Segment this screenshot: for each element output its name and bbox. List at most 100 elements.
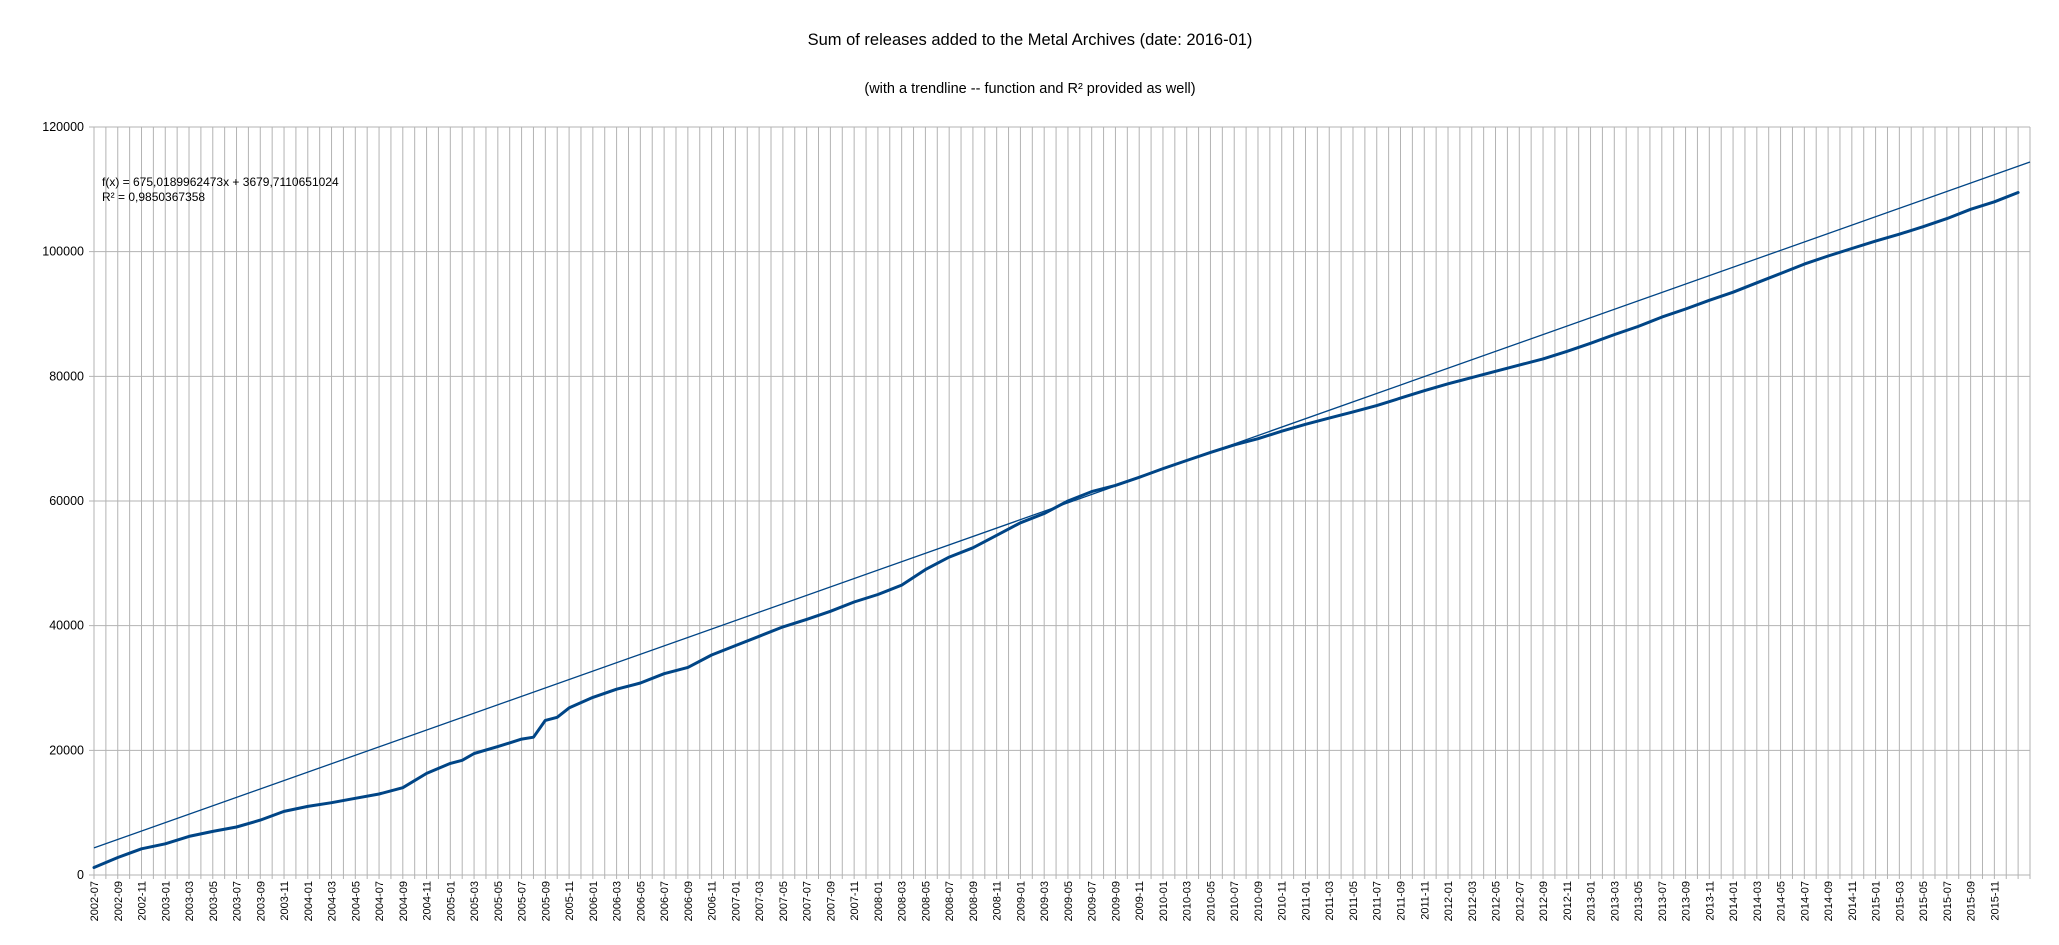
x-tick-label: 2015-11 <box>1989 881 2001 921</box>
x-tick-label: 2005-09 <box>540 881 552 921</box>
series-line <box>92 191 2020 869</box>
y-tick-label: 40000 <box>49 619 84 633</box>
x-tick-label: 2010-01 <box>1158 881 1170 921</box>
x-tick-label: 2003-05 <box>208 881 220 921</box>
x-tick-label: 2007-05 <box>778 881 790 921</box>
x-tick-label: 2015-01 <box>1871 881 1883 921</box>
x-tick-label: 2005-07 <box>517 881 529 921</box>
y-tick-label: 120000 <box>42 120 84 134</box>
x-tick-label: 2012-09 <box>1538 881 1550 921</box>
y-tick-label: 100000 <box>42 245 84 259</box>
x-tick-label: 2004-11 <box>422 881 434 921</box>
x-tick-label: 2004-01 <box>303 881 315 921</box>
x-tick-label: 2010-09 <box>1253 881 1265 921</box>
x-tick-label: 2011-11 <box>1419 881 1431 920</box>
chart-title: Sum of releases added to the Metal Archi… <box>808 31 1253 49</box>
x-tick-label: 2006-09 <box>683 881 695 921</box>
y-tick-label: 0 <box>77 868 84 882</box>
trendline-equation: f(x) = 675,0189962473x + 3679,7110651024 <box>102 175 339 189</box>
x-tick-label: 2013-01 <box>1586 881 1598 921</box>
x-axis: 2002-07 2002-09 2002-11 2003-01 2003-03 2003-… <box>89 881 2001 921</box>
x-tick-label: 2014-05 <box>1776 881 1788 921</box>
x-tick-label: 2011-05 <box>1348 881 1360 921</box>
x-tick-label: 2012-07 <box>1514 881 1526 921</box>
x-tick-label: 2015-07 <box>1942 881 1954 921</box>
x-tick-label: 2013-03 <box>1609 881 1621 921</box>
y-tick-label: 20000 <box>49 743 84 757</box>
x-tick-label: 2015-03 <box>1894 881 1906 921</box>
x-tick-label: 2014-03 <box>1752 881 1764 921</box>
x-tick-label: 2009-07 <box>1087 881 1099 921</box>
x-tick-label: 2012-05 <box>1491 881 1503 921</box>
x-tick-label: 2010-07 <box>1229 881 1241 921</box>
x-tick-label: 2008-07 <box>944 881 956 921</box>
x-tick-label: 2007-09 <box>825 881 837 921</box>
x-tick-label: 2009-03 <box>1039 881 1051 921</box>
x-tick-label: 2003-03 <box>184 881 196 921</box>
x-tick-label: 2004-07 <box>374 881 386 921</box>
gridlines <box>89 126 2031 879</box>
x-tick-label: 2009-01 <box>1015 881 1027 921</box>
x-tick-label: 2011-07 <box>1372 881 1384 921</box>
x-tick-label: 2010-11 <box>1277 881 1289 921</box>
x-tick-label: 2009-05 <box>1063 881 1075 921</box>
x-tick-label: 2008-01 <box>873 881 885 921</box>
x-tick-label: 2003-07 <box>232 881 244 921</box>
x-tick-label: 2013-11 <box>1704 881 1716 921</box>
x-tick-label: 2014-01 <box>1728 881 1740 921</box>
x-tick-label: 2007-11 <box>849 881 861 921</box>
x-tick-label: 2014-11 <box>1847 881 1859 921</box>
x-tick-label: 2013-05 <box>1633 881 1645 921</box>
x-tick-label: 2009-09 <box>1110 881 1122 921</box>
x-tick-label: 2003-01 <box>160 881 172 921</box>
x-tick-label: 2015-05 <box>1918 881 1930 921</box>
x-tick-label: 2002-11 <box>137 881 149 921</box>
x-tick-label: 2004-09 <box>398 881 410 921</box>
x-tick-label: 2011-03 <box>1324 881 1336 921</box>
trendline <box>93 161 2031 849</box>
x-tick-label: 2009-11 <box>1134 881 1146 921</box>
x-tick-label: 2014-09 <box>1823 881 1835 921</box>
x-tick-label: 2007-03 <box>754 881 766 921</box>
x-tick-label: 2012-11 <box>1562 881 1574 921</box>
y-axis: 0 20000 40000 60000 80000 100000 120000 <box>42 120 84 882</box>
x-tick-label: 2010-05 <box>1205 881 1217 921</box>
x-tick-label: 2011-01 <box>1300 881 1312 921</box>
x-tick-label: 2006-07 <box>659 881 671 921</box>
x-tick-label: 2014-07 <box>1799 881 1811 921</box>
series-layer <box>92 191 2020 869</box>
chart-subtitle: (with a trendline -- function and R² pro… <box>864 81 1195 97</box>
x-tick-label: 2006-01 <box>588 881 600 921</box>
x-tick-label: 2015-09 <box>1966 881 1978 921</box>
x-tick-label: 2002-07 <box>89 881 101 921</box>
x-tick-label: 2003-11 <box>279 881 291 921</box>
trendline-layer <box>93 161 2031 849</box>
x-tick-label: 2007-01 <box>730 881 742 921</box>
x-tick-label: 2008-11 <box>992 881 1004 921</box>
x-tick-label: 2006-05 <box>635 881 647 921</box>
x-tick-label: 2005-05 <box>493 881 505 921</box>
x-tick-label: 2005-01 <box>445 881 457 921</box>
trendline-r-squared: R² = 0,9850367358 <box>102 190 205 204</box>
x-tick-label: 2007-07 <box>802 881 814 921</box>
x-tick-label: 2013-09 <box>1681 881 1693 921</box>
x-tick-label: 2005-03 <box>469 881 481 921</box>
x-tick-label: 2013-07 <box>1657 881 1669 921</box>
x-tick-label: 2008-05 <box>920 881 932 921</box>
x-tick-label: 2004-03 <box>327 881 339 921</box>
x-tick-label: 2003-09 <box>255 881 267 921</box>
x-tick-label: 2012-01 <box>1443 881 1455 921</box>
x-tick-label: 2002-09 <box>113 881 125 921</box>
x-tick-label: 2010-03 <box>1182 881 1194 921</box>
x-tick-label: 2006-03 <box>612 881 624 921</box>
x-tick-label: 2012-03 <box>1467 881 1479 921</box>
x-tick-label: 2011-09 <box>1396 881 1408 921</box>
x-tick-label: 2004-05 <box>350 881 362 921</box>
x-tick-label: 2008-03 <box>897 881 909 921</box>
y-tick-label: 80000 <box>49 369 84 383</box>
x-tick-label: 2006-11 <box>707 881 719 921</box>
y-tick-label: 60000 <box>49 494 84 508</box>
x-tick-label: 2008-09 <box>968 881 980 921</box>
x-tick-label: 2005-11 <box>564 881 576 921</box>
